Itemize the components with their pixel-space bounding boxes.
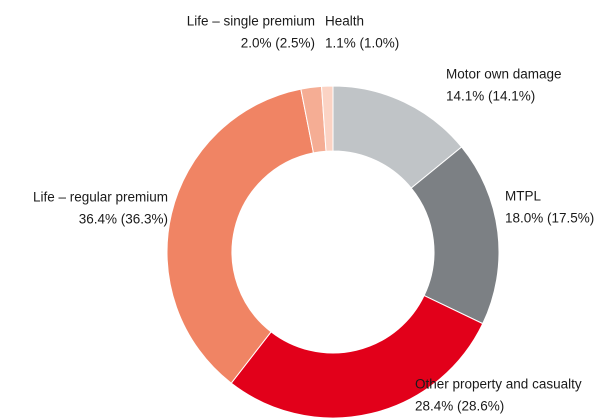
- segment-label: Other property and casualty: [415, 377, 582, 392]
- segment-value-label: 18.0% (17.5%): [505, 211, 594, 226]
- segment-value-label: 2.0% (2.5%): [241, 36, 315, 51]
- segment-label: Motor own damage: [446, 67, 562, 82]
- segment-value-label: 36.4% (36.3%): [79, 212, 168, 227]
- segment-value-label: 1.1% (1.0%): [325, 36, 399, 51]
- donut-segment: [321, 85, 334, 152]
- donut-segment: [230, 294, 484, 418]
- segment-label: Life – regular premium: [33, 190, 168, 205]
- segment-value-label: 28.4% (28.6%): [415, 399, 504, 414]
- segment-label: MTPL: [505, 189, 541, 204]
- segment-value-label: 14.1% (14.1%): [446, 89, 535, 104]
- donut-segment: [166, 88, 315, 384]
- segment-label: Health: [325, 14, 364, 29]
- segment-label: Life – single premium: [187, 14, 315, 29]
